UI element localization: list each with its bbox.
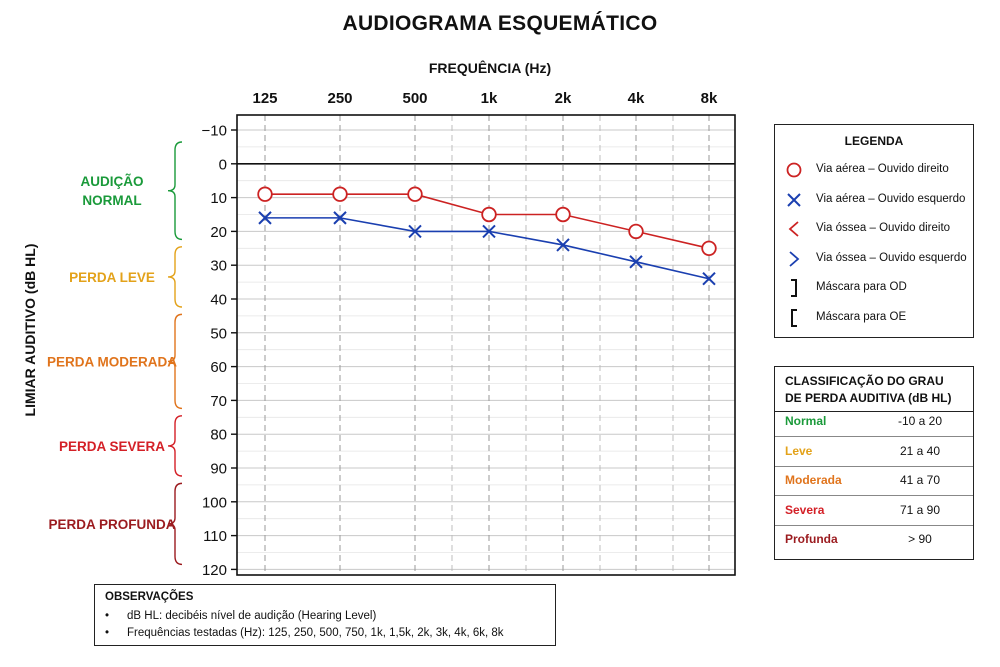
- x-axis-label: FREQUÊNCIA (Hz): [428, 60, 552, 76]
- y-tick-label: −10: [202, 123, 227, 140]
- data-point-x: [408, 224, 422, 239]
- x-tick-label: 125: [252, 90, 277, 107]
- observations-box: OBSERVAÇÕES • dB HL: decibéis nível de au…: [94, 584, 556, 646]
- y-tick-label: 40: [210, 292, 227, 309]
- range-brace: [167, 313, 183, 410]
- legend-label: Via óssea – Ouvido esquerdo: [816, 251, 967, 264]
- legend-label: Via óssea – Ouvido direito: [816, 222, 951, 234]
- data-point-x: [629, 255, 643, 269]
- range-label: PERDA PROFUNDA: [48, 517, 175, 532]
- legend-label: Máscara para OD: [816, 281, 907, 293]
- data-point-circle: [701, 240, 717, 257]
- legend-symbol-x: [787, 192, 801, 207]
- legend-symbol-lbracket: [791, 308, 797, 327]
- y-tick-label: 70: [210, 393, 227, 410]
- y-tick-label: 110: [203, 528, 227, 545]
- range-label: PERDA MODERADA: [47, 354, 177, 369]
- classification-title: CLASSIFICAÇÃO DO GRAU DE PERDA AUDITIVA …: [775, 367, 973, 412]
- x-tick-label: 2k: [555, 90, 572, 107]
- y-tick-label: 90: [210, 461, 227, 478]
- data-point-circle: [628, 223, 644, 240]
- range-brace: [167, 482, 183, 566]
- legend-symbol-lt: [788, 221, 799, 237]
- observation-item: • Frequências testadas (Hz): 125, 250, 50…: [105, 627, 504, 639]
- legend-item: Via aérea – Ouvido esquerdo: [775, 189, 973, 211]
- y-tick-label: 50: [210, 325, 227, 342]
- classification-name: Moderada: [785, 473, 842, 487]
- range-brace: [167, 246, 183, 308]
- chart-title: AUDIOGRAMA ESQUEMÁTICO: [342, 12, 658, 35]
- classification-range: > 90: [908, 532, 932, 546]
- range-label: PERDA SEVERA: [59, 439, 165, 454]
- classification-name: Normal: [785, 414, 827, 428]
- y-tick-label: 0: [219, 156, 227, 173]
- observations-title: OBSERVAÇÕES: [105, 591, 194, 603]
- classification-row: Profunda > 90: [775, 525, 973, 554]
- x-tick-label: 250: [327, 90, 352, 107]
- legend-box: LEGENDA Via aérea – Ouvido direito Via aé…: [774, 124, 974, 338]
- range-brace: [167, 415, 183, 477]
- classification-row: Leve 21 a 40: [775, 437, 973, 467]
- classification-row: Severa 71 a 90: [775, 496, 973, 526]
- x-tick-label: 1k: [481, 90, 498, 107]
- legend-label: Via aérea – Ouvido esquerdo: [816, 192, 966, 205]
- observation-text: dB HL: decibéis nível de audição (Hearin…: [127, 610, 377, 622]
- classification-name: Profunda: [785, 532, 838, 546]
- x-tick-label: 8k: [701, 90, 718, 107]
- legend-item: Via óssea – Ouvido esquerdo: [775, 248, 973, 270]
- range-label: AUDIÇÃO: [81, 174, 144, 189]
- range-label: NORMAL: [82, 193, 141, 208]
- plot-frame: [236, 114, 736, 576]
- data-point-x: [258, 211, 272, 225]
- data-point-x: [482, 224, 496, 239]
- classification-range: 71 a 90: [899, 502, 941, 517]
- classification-name: Leve: [785, 443, 813, 458]
- legend-item: Via aérea – Ouvido direito: [775, 159, 973, 181]
- x-tick-label: 500: [402, 90, 427, 107]
- legend-label: Máscara para OE: [816, 310, 907, 323]
- data-point-x: [333, 211, 347, 225]
- y-tick-label: 20: [210, 224, 227, 241]
- range-label: PERDA LEVE: [69, 270, 155, 285]
- data-point-circle: [257, 186, 273, 202]
- data-point-x: [556, 238, 570, 252]
- data-point-circle: [481, 206, 497, 223]
- classification-range: -10 a 20: [897, 414, 943, 428]
- classification-table: CLASSIFICAÇÃO DO GRAU DE PERDA AUDITIVA …: [774, 366, 974, 560]
- y-tick-label: 10: [210, 190, 227, 207]
- y-tick-label: 100: [202, 494, 227, 511]
- observation-item: • dB HL: decibéis nível de audição (Heari…: [105, 610, 377, 622]
- classification-range: 21 a 40: [899, 443, 941, 458]
- observation-text: Frequências testadas (Hz): 125, 250, 500…: [127, 627, 504, 639]
- classification-range: 41 a 70: [899, 473, 941, 487]
- range-brace: [167, 141, 183, 241]
- data-point-circle: [555, 206, 571, 223]
- classification-row: Normal -10 a 20: [775, 407, 973, 437]
- legend-item: Máscara para OD: [775, 277, 973, 299]
- data-point-circle: [332, 186, 348, 202]
- legend-title: LEGENDA: [844, 134, 904, 148]
- y-tick-label: 60: [210, 359, 227, 376]
- classification-name: Severa: [785, 502, 825, 517]
- y-tick-label: 120: [202, 562, 227, 579]
- data-point-circle: [407, 186, 423, 202]
- classification-row: Moderada 41 a 70: [775, 466, 973, 496]
- legend-item: Máscara para OE: [775, 307, 973, 329]
- legend-symbol-rbracket: [791, 279, 797, 297]
- legend-item: Via óssea – Ouvido direito: [775, 218, 973, 240]
- legend-label: Via aérea – Ouvido direito: [816, 163, 949, 175]
- legend-symbol-gt: [789, 250, 800, 267]
- x-tick-label: 4k: [628, 90, 645, 107]
- y-tick-label: 30: [210, 258, 227, 275]
- data-point-x: [702, 272, 716, 286]
- legend-symbol-circle: [786, 162, 802, 178]
- y-tick-label: 80: [210, 427, 227, 444]
